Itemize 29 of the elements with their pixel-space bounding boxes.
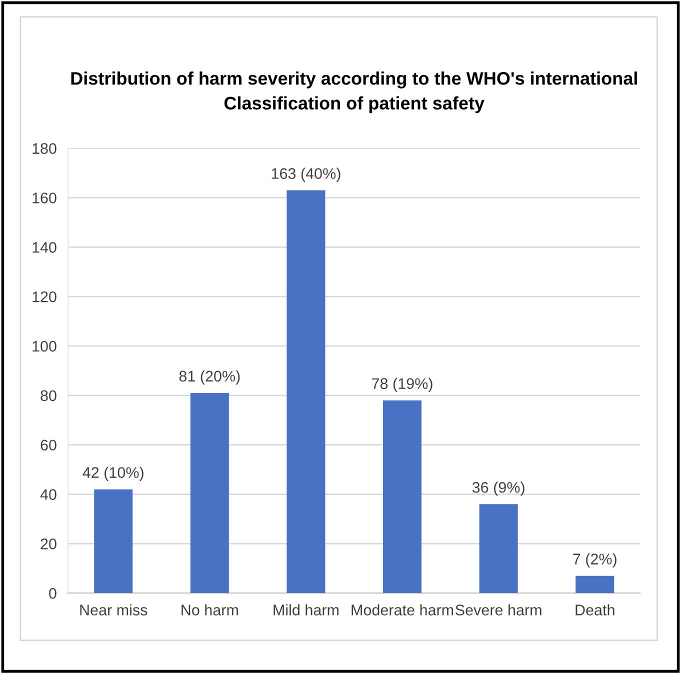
x-tick-label: Severe harm — [456, 604, 542, 616]
data-label: 81 (20%) — [179, 370, 240, 385]
data-label: 78 (19%) — [372, 378, 432, 392]
bar — [190, 392, 229, 594]
data-label: 7 (2%) — [573, 553, 616, 568]
data-label: 163 (40%) — [272, 168, 340, 182]
y-tick-label: 100 — [32, 340, 56, 352]
bar — [286, 190, 326, 594]
chart-title: Distribution of harm severity according to the WHO's international Classification of patient safety — [71, 72, 637, 114]
y-tick-label: 180 — [32, 143, 56, 154]
y-tick-label: 20 — [40, 538, 56, 550]
y-tick-label: 160 — [32, 192, 56, 204]
bar — [94, 489, 133, 594]
bar — [383, 400, 422, 594]
y-tick-label: 60 — [40, 440, 56, 451]
bar — [576, 576, 614, 594]
data-label: 36 (9%) — [472, 482, 524, 496]
bar — [479, 504, 518, 594]
x-tick-label: Mild harm — [274, 604, 338, 616]
data-label: 42 (10%) — [82, 466, 144, 481]
y-tick-label: 80 — [40, 390, 56, 402]
x-tick-label: Near miss — [80, 604, 148, 616]
y-tick-label: 40 — [40, 489, 56, 500]
x-tick-label: No harm — [182, 604, 238, 616]
y-tick-label: 140 — [32, 242, 56, 253]
y-tick-label: 0 — [49, 588, 56, 599]
x-tick-label: Death — [576, 604, 614, 616]
x-tick-label: Moderate harm — [352, 604, 454, 616]
y-tick-label: 120 — [32, 291, 56, 302]
